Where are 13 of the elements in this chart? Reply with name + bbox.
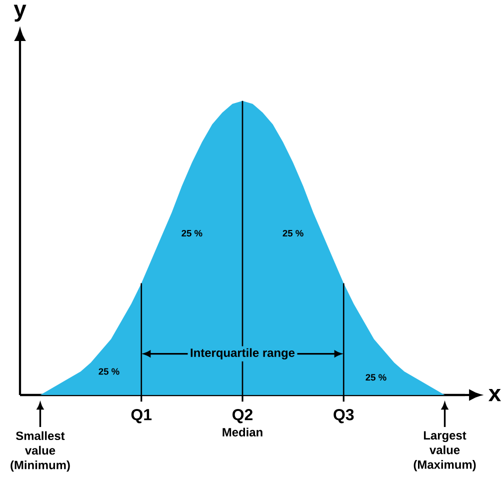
- annotation: 25 %: [182, 230, 202, 237]
- annotation: 25 %: [282, 230, 304, 237]
- annotation: 25 %: [98, 368, 120, 375]
- x-axis-title: x: [488, 388, 501, 402]
- y-axis-title: y: [14, 4, 26, 22]
- annotation: Interquartile range: [190, 348, 295, 360]
- text: Largest value (Maximum): [414, 431, 476, 472]
- x-tick-label: Q2: [232, 409, 252, 424]
- x-tick-label: Q1: [131, 409, 152, 424]
- text: Smallest value (Minimum): [10, 431, 70, 472]
- annotation: 25 %: [366, 374, 386, 381]
- x-tick-label: Q3: [334, 409, 354, 424]
- text: Median: [222, 428, 262, 436]
